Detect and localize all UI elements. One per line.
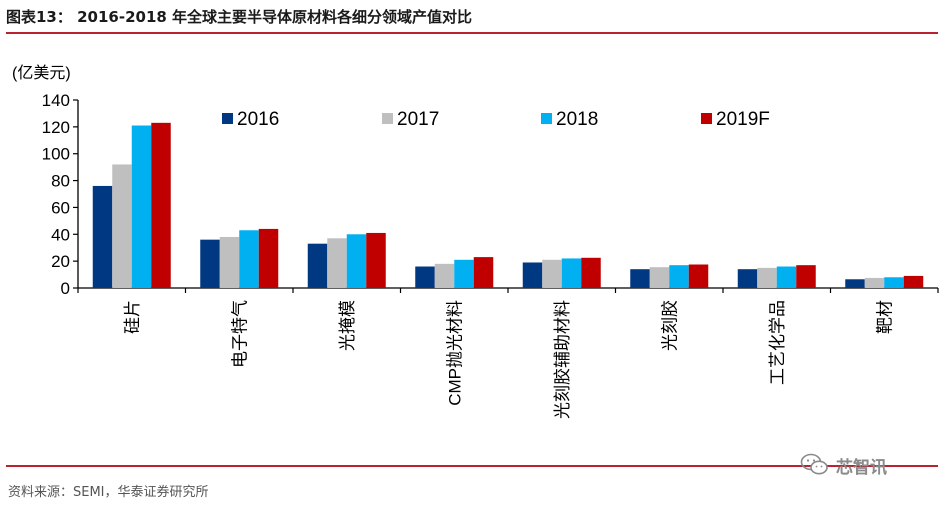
y-tick-label: 140 xyxy=(42,91,70,110)
bar-2017 xyxy=(327,238,347,288)
bar-2016 xyxy=(522,262,543,288)
bar-2019F xyxy=(688,264,709,288)
y-tick-label: 80 xyxy=(51,172,70,191)
bar-2016 xyxy=(92,185,113,288)
bar-2016 xyxy=(307,243,328,288)
legend-label: 2017 xyxy=(397,109,439,130)
source-note: 资料来源：SEMI，华泰证券研究所 xyxy=(8,485,209,500)
bar-2016 xyxy=(415,266,435,288)
bar-2017 xyxy=(757,267,777,288)
bar-series xyxy=(92,122,924,288)
bar-2019F xyxy=(366,232,386,288)
bar-2016 xyxy=(737,269,758,288)
x-tick-label: 光刻胶辅助材料 xyxy=(553,300,572,419)
legend-swatch xyxy=(701,113,712,124)
legend-label: 2018 xyxy=(556,109,598,130)
bar-2019F xyxy=(581,257,601,288)
y-tick-label: 100 xyxy=(42,145,70,164)
x-tick-label: 工艺化学品 xyxy=(768,300,787,385)
x-tick-label: 光掩模 xyxy=(338,300,357,351)
bar-2017 xyxy=(542,259,562,288)
wechat-icon xyxy=(800,453,828,475)
footer-divider xyxy=(6,465,938,467)
bar-2018 xyxy=(669,265,689,288)
bar-2019F xyxy=(796,265,816,288)
bar-2016 xyxy=(845,279,865,288)
bar-2019F xyxy=(903,275,924,288)
figure-title: 图表13： 2016-2018 年全球主要半导体原材料各细分领域产值对比 xyxy=(6,8,473,26)
bar-2017 xyxy=(112,164,132,288)
bar-2017 xyxy=(864,277,885,288)
bar-2019F xyxy=(473,257,494,288)
y-axis-unit-label: (亿美元) xyxy=(12,64,71,82)
legend-swatch xyxy=(222,113,233,124)
bar-2018 xyxy=(884,277,904,288)
x-tick-label: 电子特气 xyxy=(230,300,249,368)
y-tick-label: 20 xyxy=(51,252,70,271)
y-tick-label: 60 xyxy=(51,198,70,217)
x-tick-label: 靶材 xyxy=(875,300,894,334)
bar-2018 xyxy=(346,234,367,288)
bar-2017 xyxy=(649,267,670,288)
bar-2018 xyxy=(776,266,797,288)
legend-label: 2016 xyxy=(237,109,279,130)
bar-2016 xyxy=(200,239,220,288)
bar-2018 xyxy=(454,259,474,288)
legend-label: 2019F xyxy=(716,109,770,130)
watermark: 芯智讯 xyxy=(800,452,887,478)
bar-2016 xyxy=(630,269,650,288)
bar-2019F xyxy=(258,228,279,288)
x-axis-labels: 硅片 电子特气 光掩模 CMP抛光材料 光刻胶辅助材料 光刻胶 工艺化学品 靶材 xyxy=(123,300,895,419)
bar-2017 xyxy=(219,236,240,288)
bar-chart: (亿美元) 0 20 40 60 80 100 120 140 硅片 电子特气 光掩模 CMP抛光材… xyxy=(12,64,939,419)
title-divider xyxy=(6,32,938,34)
legend-swatch xyxy=(541,113,552,124)
bar-2018 xyxy=(561,258,582,288)
bar-2017 xyxy=(434,263,455,288)
legend-swatch xyxy=(382,113,393,124)
x-tick-label: 硅片 xyxy=(123,300,142,334)
legend: 2016 2017 2018 2019F xyxy=(222,109,770,130)
bar-2018 xyxy=(131,125,152,288)
watermark-text: 芯智讯 xyxy=(836,457,887,478)
y-tick-label: 40 xyxy=(51,225,70,244)
y-tick-label: 120 xyxy=(42,118,70,137)
x-tick-label: CMP抛光材料 xyxy=(445,300,464,406)
bar-2019F xyxy=(151,122,171,288)
bar-2018 xyxy=(239,230,259,288)
y-tick-label: 0 xyxy=(61,279,70,298)
x-tick-label: 光刻胶 xyxy=(660,300,679,351)
